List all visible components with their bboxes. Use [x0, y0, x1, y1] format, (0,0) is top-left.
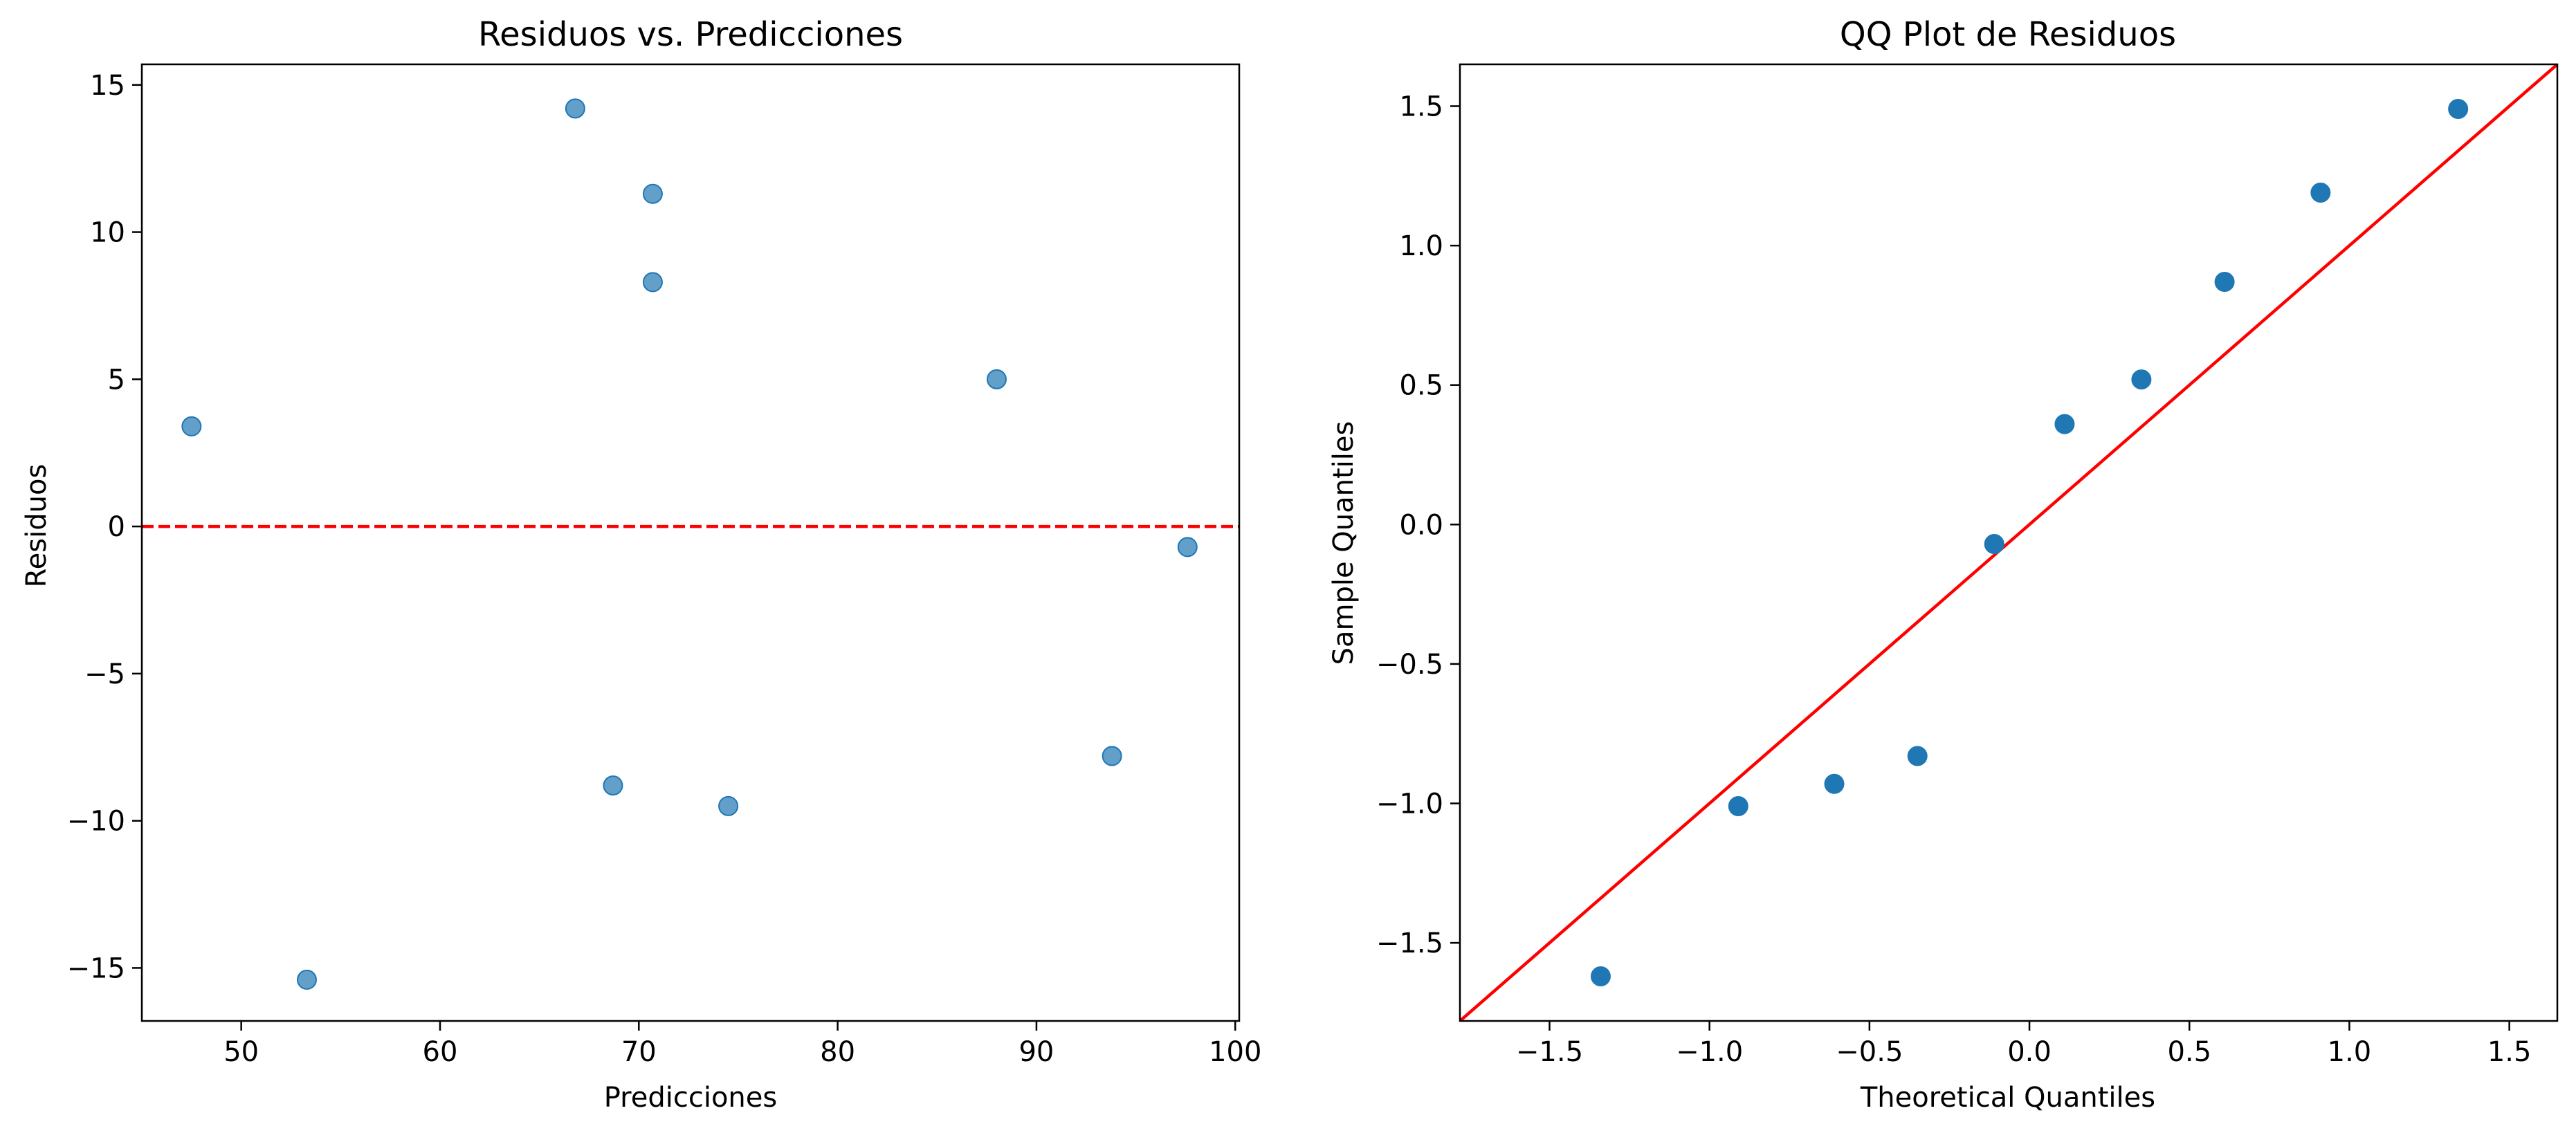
- data-point: [181, 416, 202, 436]
- data-point: [642, 183, 663, 204]
- data-point: [1177, 537, 1198, 558]
- x-tick-label: 0.0: [2007, 1036, 2052, 1068]
- plot-area: 50 60 70 80 90 100 −15 −10 −5 0 5 10 15: [67, 70, 1262, 1068]
- identity-reference-line: [1460, 64, 2557, 1021]
- x-axis-label: Predicciones: [604, 1082, 777, 1114]
- y-tick-label: 5: [108, 364, 125, 396]
- y-tick-label: −1.5: [1376, 928, 1443, 959]
- y-tick-label: 15: [90, 70, 125, 102]
- y-tick-label: 1.5: [1399, 91, 1443, 122]
- data-point: [2054, 414, 2075, 434]
- residuals-vs-predictions-panel: Residuos vs. Predicciones Predicciones R…: [21, 15, 1261, 1114]
- data-point: [986, 369, 1007, 389]
- axes-frame: [1459, 63, 2559, 1022]
- axes-frame: [140, 63, 1241, 1022]
- y-tick-label: −15: [67, 952, 125, 984]
- y-tick-label: −1.0: [1376, 788, 1443, 820]
- x-tick-label: −0.5: [1836, 1036, 1903, 1068]
- qq-plot-panel: QQ Plot de Residuos Theoretical Quantile…: [1328, 15, 2559, 1114]
- x-tick-label: 1.0: [2328, 1036, 2372, 1068]
- data-point: [1984, 534, 2004, 555]
- y-tick-label: 1.0: [1399, 230, 1443, 262]
- x-tick-label: 100: [1209, 1036, 1261, 1068]
- data-point: [1824, 773, 1845, 794]
- x-tick-label: 0.5: [2167, 1036, 2211, 1068]
- y-tick-label: 0: [108, 511, 125, 543]
- x-tick-label: −1.5: [1516, 1036, 1583, 1068]
- y-axis-label: Residuos: [21, 464, 53, 588]
- data-point: [2131, 369, 2152, 390]
- y-tick-label: 0.0: [1399, 509, 1443, 541]
- y-tick-label: −0.5: [1376, 649, 1443, 681]
- y-axis-label: Sample Quantiles: [1328, 421, 1360, 665]
- data-point: [642, 272, 663, 293]
- chart-title: Residuos vs. Predicciones: [478, 15, 903, 54]
- x-tick-label: 90: [1018, 1036, 1054, 1068]
- x-tick-label: 80: [820, 1036, 855, 1068]
- y-tick-label: −10: [67, 806, 125, 838]
- x-tick-label: 60: [423, 1036, 458, 1068]
- x-tick-label: 1.5: [2487, 1036, 2532, 1068]
- data-point: [1907, 746, 1928, 766]
- data-point: [2448, 99, 2469, 120]
- x-tick-label: 70: [621, 1036, 657, 1068]
- data-point: [2214, 272, 2235, 293]
- data-point: [296, 969, 317, 990]
- data-point: [718, 795, 739, 816]
- data-point: [603, 775, 623, 796]
- data-point: [1590, 966, 1611, 986]
- data-point: [1102, 746, 1122, 766]
- data-point: [1728, 796, 1748, 817]
- y-tick-label: 0.5: [1399, 370, 1443, 402]
- data-point: [2310, 182, 2331, 203]
- y-tick-label: −5: [84, 658, 125, 690]
- x-axis-label: Theoretical Quantiles: [1860, 1082, 2155, 1114]
- x-tick-label: 50: [223, 1036, 259, 1068]
- y-tick-label: 10: [90, 217, 125, 249]
- data-point: [565, 98, 585, 119]
- plot-area: −1.5 −1.0 −0.5 0.0 0.5 1.0 1.5 −1.5 −1.0 −0.5 0.0 0…: [1376, 64, 2557, 1068]
- chart-title: QQ Plot de Residuos: [1840, 15, 2176, 54]
- x-tick-label: −1.0: [1676, 1036, 1743, 1068]
